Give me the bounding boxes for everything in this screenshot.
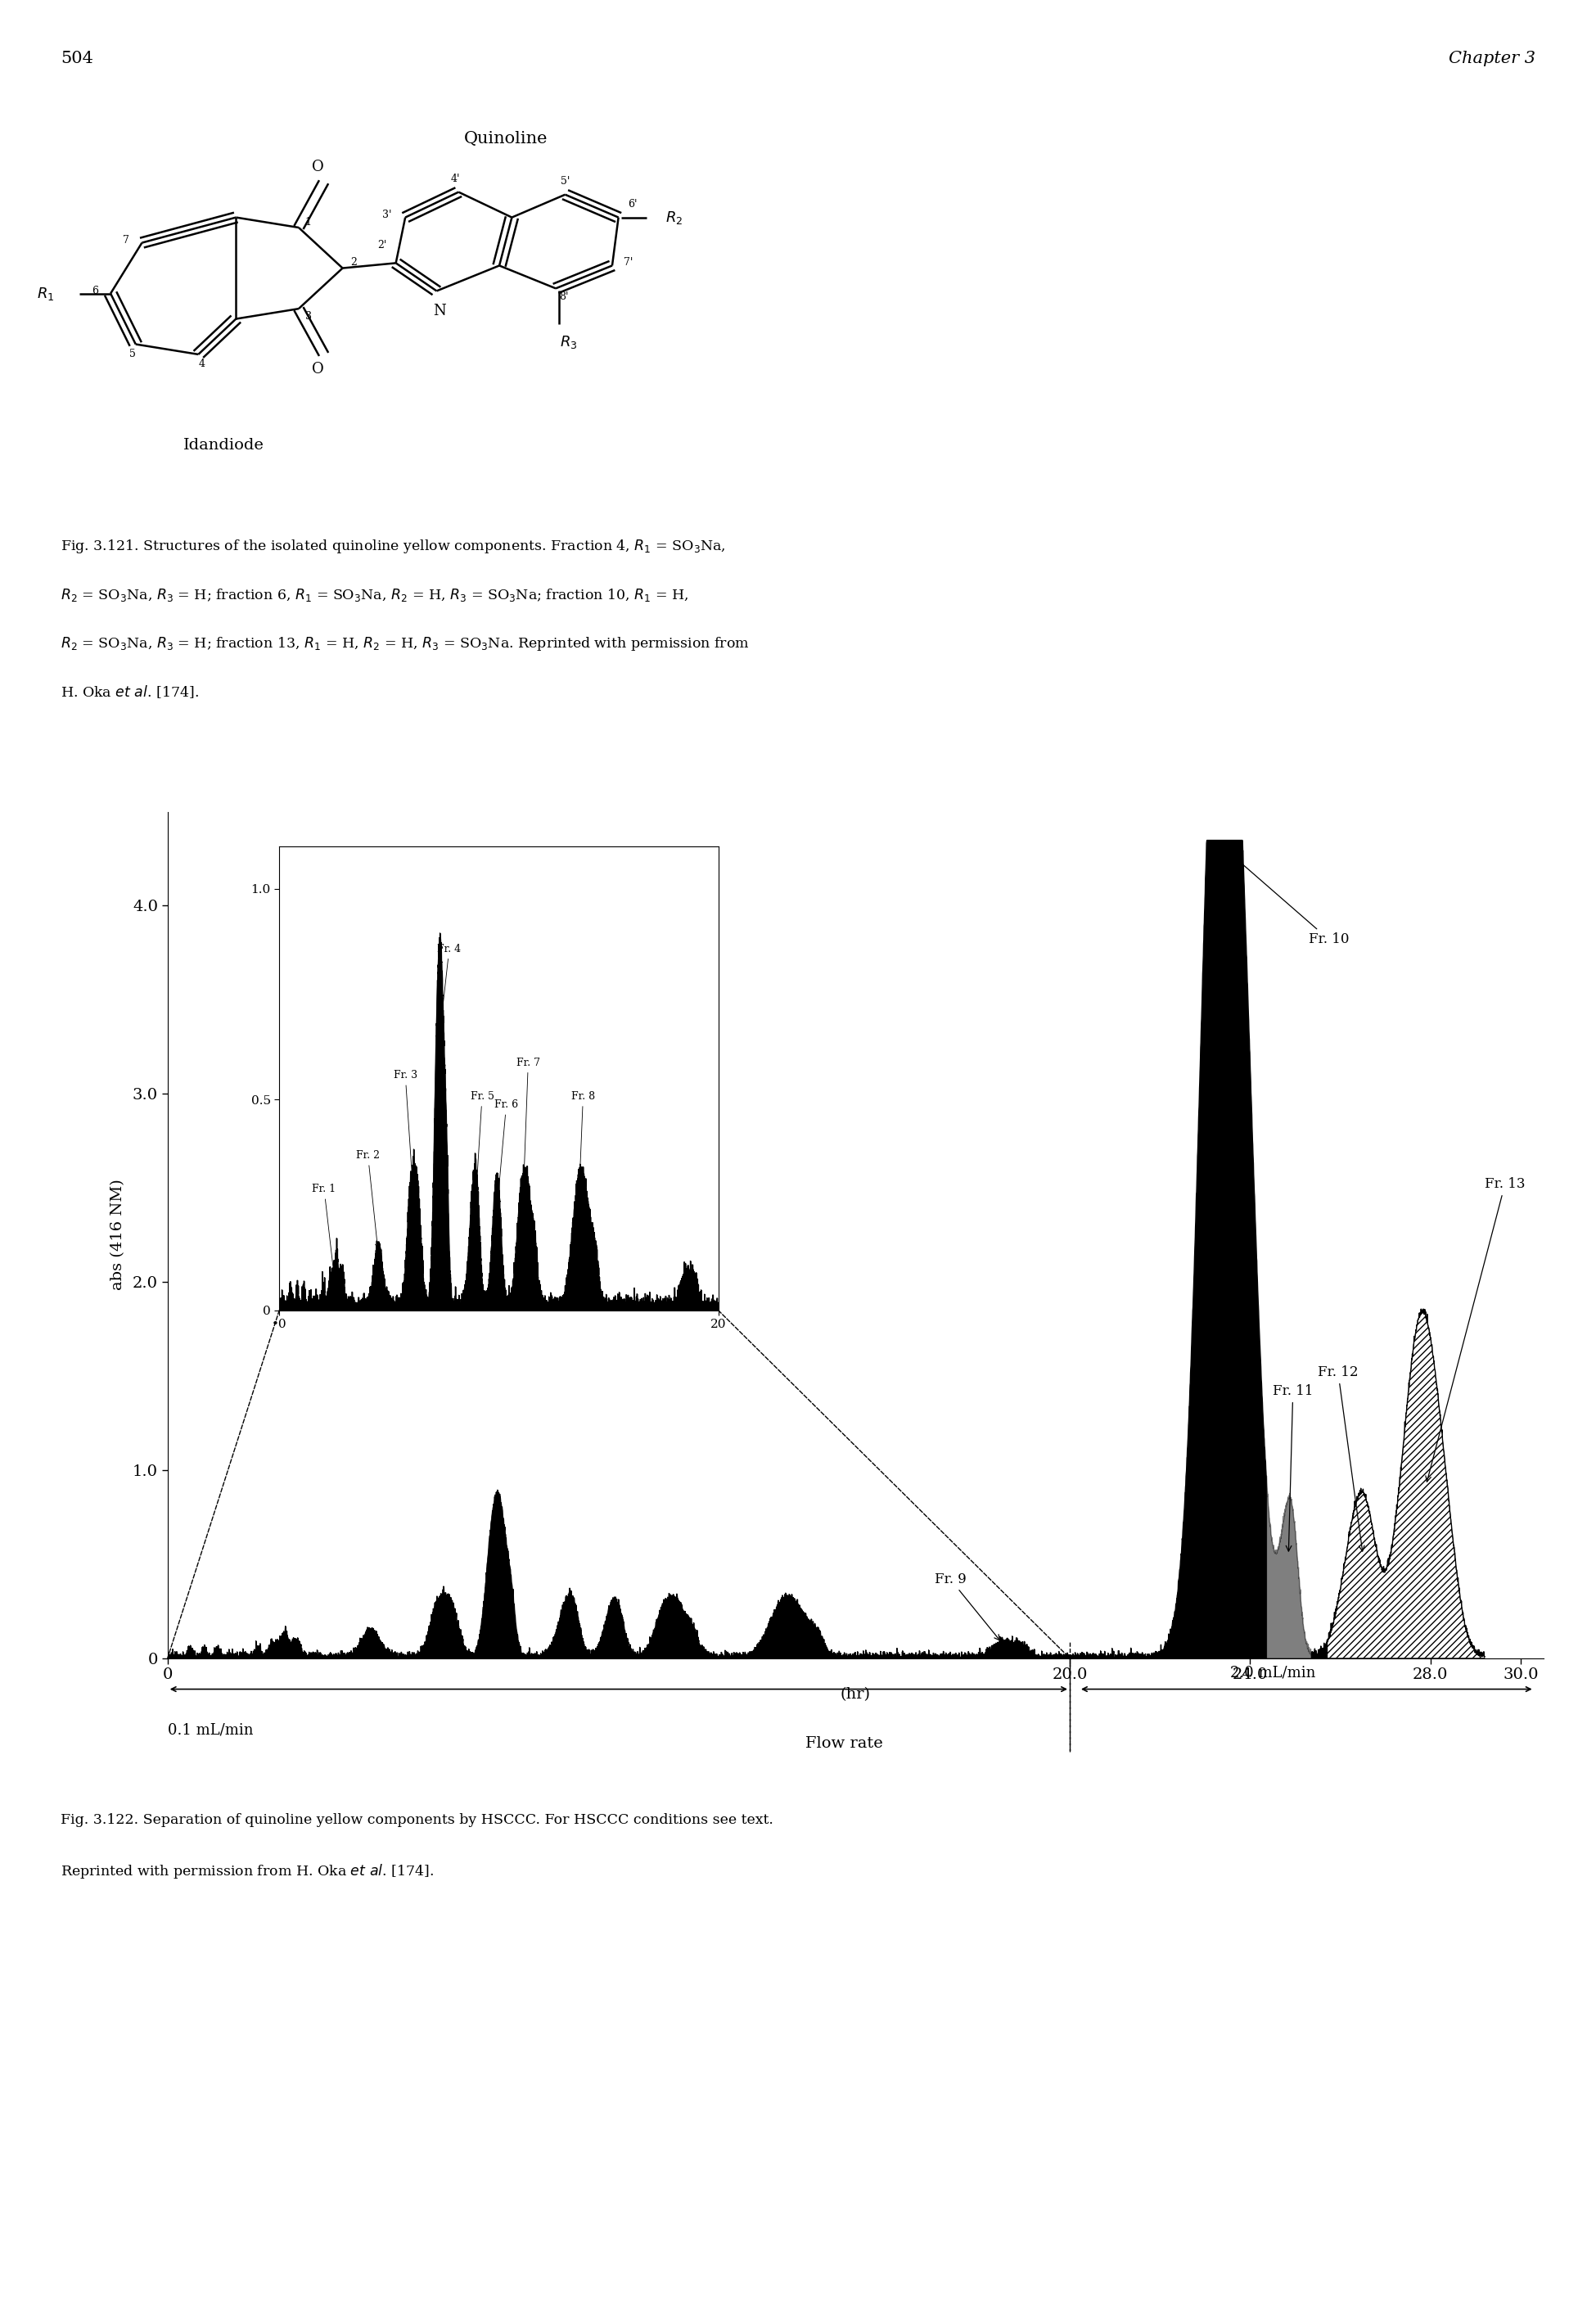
Text: Fr. 4: Fr. 4 [437, 944, 461, 1034]
Text: 5': 5' [560, 176, 570, 188]
Text: O: O [311, 160, 324, 174]
Text: Fr. 12: Fr. 12 [1318, 1366, 1365, 1551]
Text: Idandiode: Idandiode [184, 438, 263, 452]
Text: Fig. 3.121. Structures of the isolated quinoline yellow components. Fraction 4, : Fig. 3.121. Structures of the isolated q… [61, 538, 726, 554]
Text: Fr. 11: Fr. 11 [1272, 1384, 1314, 1551]
Text: O: O [311, 362, 324, 376]
Text: 7: 7 [123, 234, 129, 246]
Text: Fr. 1: Fr. 1 [313, 1185, 337, 1273]
Text: Fr. 8: Fr. 8 [571, 1092, 595, 1222]
Text: Fig. 3.122. Separation of quinoline yellow components by HSCCC. For HSCCC condit: Fig. 3.122. Separation of quinoline yell… [61, 1813, 774, 1827]
Text: Fr. 6: Fr. 6 [495, 1099, 519, 1222]
Text: H. Oka $\mathit{et\ al}$. [174].: H. Oka $\mathit{et\ al}$. [174]. [61, 684, 199, 700]
Text: 8': 8' [559, 292, 568, 301]
Text: 7': 7' [624, 257, 632, 269]
Text: 4': 4' [450, 174, 460, 183]
Text: Fr. 2: Fr. 2 [356, 1150, 380, 1248]
Text: 2: 2 [350, 257, 356, 269]
Text: $R_2$ = SO$_3$Na, $R_3$ = H; fraction 6, $R_1$ = SO$_3$Na, $R_2$ = H, $R_3$ = SO: $R_2$ = SO$_3$Na, $R_3$ = H; fraction 6,… [61, 587, 688, 603]
Text: Quinoline: Quinoline [464, 132, 547, 146]
Text: Fr. 7: Fr. 7 [517, 1057, 539, 1201]
X-axis label: (hr): (hr) [841, 1686, 870, 1702]
Text: Fr. 3: Fr. 3 [393, 1069, 417, 1190]
Text: $R_3$: $R_3$ [560, 334, 578, 350]
Text: $R_2$: $R_2$ [666, 209, 683, 225]
Y-axis label: abs (416 NM): abs (416 NM) [110, 1180, 126, 1289]
Text: 504: 504 [61, 51, 93, 67]
Text: N: N [433, 304, 447, 318]
Text: Fr. 5: Fr. 5 [471, 1092, 493, 1215]
Text: 4: 4 [198, 359, 204, 369]
Text: Fr. 13: Fr. 13 [1425, 1178, 1526, 1482]
Text: 5: 5 [129, 348, 136, 359]
Text: 0.1 mL/min: 0.1 mL/min [168, 1723, 254, 1737]
Text: 3: 3 [305, 311, 311, 322]
Text: 3': 3' [381, 209, 391, 220]
Text: 1: 1 [305, 218, 311, 227]
Text: 2.0 mL/min: 2.0 mL/min [1231, 1665, 1315, 1681]
Text: 6': 6' [627, 199, 637, 209]
Text: 6: 6 [91, 285, 97, 297]
Text: 2': 2' [377, 239, 386, 250]
Text: Reprinted with permission from H. Oka $\mathit{et\ al}$. [174].: Reprinted with permission from H. Oka $\… [61, 1862, 434, 1881]
Text: Fr. 10: Fr. 10 [1227, 851, 1349, 946]
Text: Flow rate: Flow rate [806, 1737, 883, 1751]
Text: Fr. 9: Fr. 9 [934, 1572, 1001, 1640]
Text: $R_2$ = SO$_3$Na, $R_3$ = H; fraction 13, $R_1$ = H, $R_2$ = H, $R_3$ = SO$_3$Na: $R_2$ = SO$_3$Na, $R_3$ = H; fraction 13… [61, 635, 750, 652]
Text: Chapter 3: Chapter 3 [1449, 51, 1535, 67]
Text: $R_1$: $R_1$ [37, 285, 54, 301]
